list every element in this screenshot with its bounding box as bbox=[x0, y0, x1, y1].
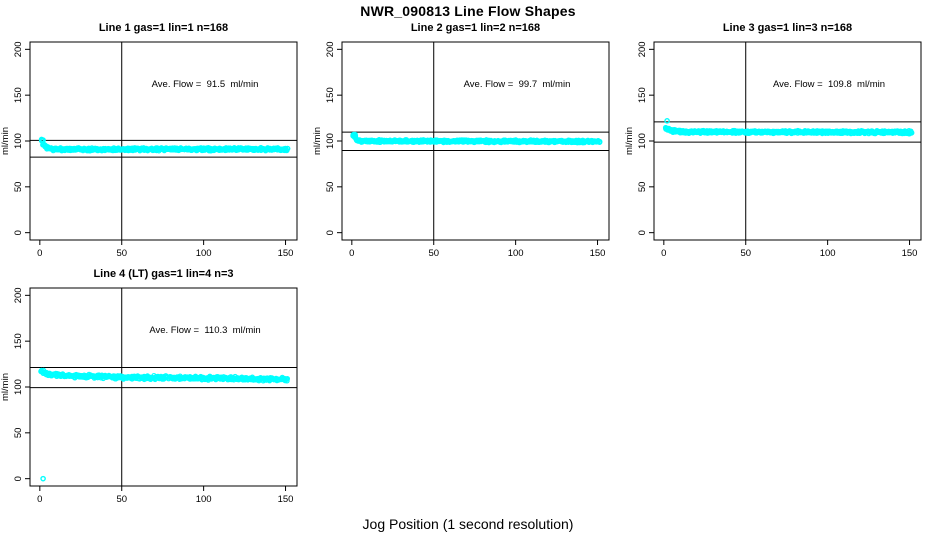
svg-text:50: 50 bbox=[637, 182, 648, 193]
subplot-line-4-title: Line 4 (LT) gas=1 lin=4 n=3 bbox=[93, 268, 234, 280]
svg-text:150: 150 bbox=[13, 87, 24, 103]
svg-text:0: 0 bbox=[637, 230, 648, 235]
svg-text:100: 100 bbox=[196, 494, 212, 505]
svg-text:150: 150 bbox=[590, 248, 606, 259]
svg-text:200: 200 bbox=[325, 41, 336, 57]
subplot-line-3-ave-flow-annotation: Ave. Flow = 109.8 ml/min bbox=[772, 79, 886, 90]
subplot-line-1-canvas: 0 50 100 150 0 50 100 150 200 ml/min bbox=[0, 41, 298, 259]
svg-text:0: 0 bbox=[349, 248, 354, 259]
subplot-line-1-ave-flow-annotation: Ave. Flow = 91.5 ml/min bbox=[151, 79, 259, 90]
svg-text:150: 150 bbox=[902, 248, 918, 259]
svg-text:200: 200 bbox=[13, 41, 24, 57]
subplot-line-1: 0 50 100 150 0 50 100 150 200 ml/min Line 1 gas=1… bbox=[0, 20, 312, 268]
svg-text:0: 0 bbox=[37, 248, 42, 259]
subplot-line-2: 0 50 100 150 0 50 100 150 200 ml/min Line 2 gas=1… bbox=[312, 20, 624, 268]
svg-text:150: 150 bbox=[13, 333, 24, 349]
svg-text:150: 150 bbox=[278, 494, 294, 505]
svg-text:50: 50 bbox=[325, 182, 336, 193]
svg-text:ml/min: ml/min bbox=[0, 127, 11, 155]
svg-text:50: 50 bbox=[428, 248, 439, 259]
svg-text:100: 100 bbox=[196, 248, 212, 259]
subplot-line-3: 0 50 100 150 0 50 100 150 200 ml/min Line 3 gas=1… bbox=[624, 20, 936, 268]
svg-text:0: 0 bbox=[13, 230, 24, 235]
svg-text:ml/min: ml/min bbox=[0, 373, 11, 401]
svg-text:100: 100 bbox=[325, 133, 336, 149]
svg-text:150: 150 bbox=[637, 87, 648, 103]
figure-title: NWR_090813 Line Flow Shapes bbox=[360, 3, 576, 19]
svg-text:200: 200 bbox=[637, 41, 648, 57]
svg-text:50: 50 bbox=[13, 428, 24, 439]
svg-text:100: 100 bbox=[13, 133, 24, 149]
svg-text:0: 0 bbox=[13, 476, 24, 481]
svg-text:0: 0 bbox=[661, 248, 666, 259]
figure-xlabel: Jog Position (1 second resolution) bbox=[362, 516, 574, 532]
svg-text:0: 0 bbox=[37, 494, 42, 505]
subplot-line-3-title: Line 3 gas=1 lin=3 n=168 bbox=[722, 22, 853, 34]
subplot-line-2-ave-flow-annotation: Ave. Flow = 99.7 ml/min bbox=[463, 79, 571, 90]
svg-text:50: 50 bbox=[116, 248, 127, 259]
svg-text:150: 150 bbox=[325, 87, 336, 103]
svg-text:50: 50 bbox=[13, 182, 24, 193]
svg-text:150: 150 bbox=[278, 248, 294, 259]
svg-text:100: 100 bbox=[820, 248, 836, 259]
svg-text:200: 200 bbox=[13, 287, 24, 303]
subplot-line-4-ave-flow-annotation: Ave. Flow = 110.3 ml/min bbox=[149, 325, 261, 336]
svg-text:100: 100 bbox=[637, 133, 648, 149]
subplot-line-2-title: Line 2 gas=1 lin=2 n=168 bbox=[410, 22, 541, 34]
svg-text:0: 0 bbox=[325, 230, 336, 235]
subplot-line-4: 0 50 100 150 0 50 100 150 200 ml/min Line 4 (LT) … bbox=[0, 266, 312, 514]
svg-text:100: 100 bbox=[13, 379, 24, 395]
subplot-line-4-canvas: 0 50 100 150 0 50 100 150 200 ml/min bbox=[0, 287, 298, 505]
svg-text:100: 100 bbox=[508, 248, 524, 259]
svg-text:ml/min: ml/min bbox=[312, 127, 323, 155]
svg-text:50: 50 bbox=[116, 494, 127, 505]
svg-text:ml/min: ml/min bbox=[624, 127, 635, 155]
subplot-line-1-title: Line 1 gas=1 lin=1 n=168 bbox=[98, 22, 229, 34]
subplot-line-3-canvas: 0 50 100 150 0 50 100 150 200 ml/min bbox=[624, 41, 922, 259]
subplot-line-2-canvas: 0 50 100 150 0 50 100 150 200 ml/min bbox=[312, 41, 610, 259]
svg-text:50: 50 bbox=[740, 248, 751, 259]
